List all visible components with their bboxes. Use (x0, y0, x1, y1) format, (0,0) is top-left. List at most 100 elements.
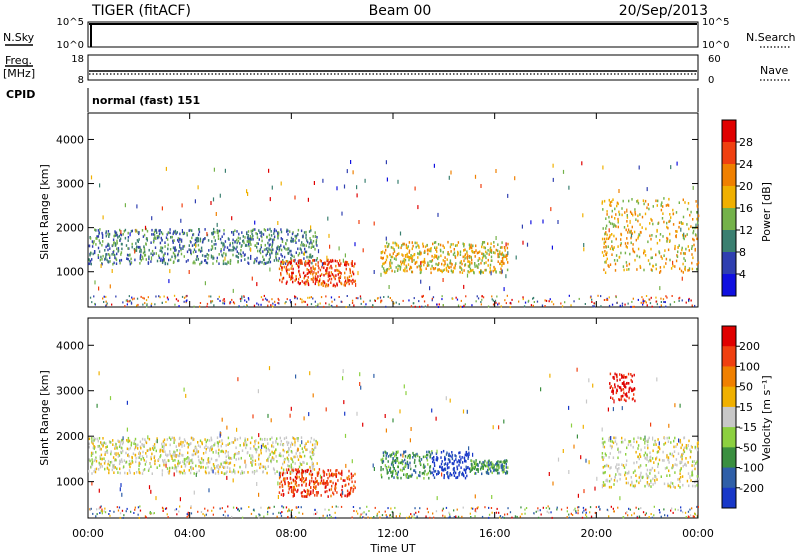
echo-cell (162, 510, 164, 512)
echo-cell (123, 230, 125, 233)
echo-cell (94, 470, 97, 474)
echo-cell (301, 471, 304, 475)
echo-cell (205, 513, 207, 516)
echo-cell (632, 247, 634, 251)
echo-cell (507, 251, 509, 256)
echo-cell (604, 452, 607, 456)
echo-cell (420, 463, 422, 467)
echo-cell (424, 245, 427, 249)
echo-cell (654, 479, 656, 482)
echo-cell (136, 304, 138, 307)
echo-cell (165, 166, 167, 171)
echo-cell (222, 450, 224, 454)
echo-cell (234, 437, 236, 440)
echo-cell (205, 444, 207, 447)
echo-cell (662, 205, 664, 208)
echo-cell (479, 467, 482, 471)
echo-cell (264, 465, 266, 469)
echo-cell (269, 256, 271, 259)
echo-cell (121, 247, 123, 251)
echo-cell (626, 472, 628, 475)
echo-cell (614, 372, 616, 376)
echo-cell (420, 251, 422, 255)
echo-cell (226, 425, 228, 430)
echo-cell (469, 245, 471, 249)
echo-cell (303, 244, 305, 247)
echo-cell (675, 211, 678, 214)
echo-cell (482, 241, 484, 244)
echo-cell (688, 268, 690, 272)
echo-cell (471, 258, 473, 262)
echo-cell (218, 448, 220, 452)
echo-cell (250, 243, 252, 246)
echo-cell (489, 246, 492, 250)
echo-cell (93, 439, 95, 442)
echo-cell (258, 516, 260, 519)
echo-cell (409, 256, 412, 260)
echo-cell (408, 476, 410, 479)
echo-cell (316, 441, 319, 444)
echo-cell (103, 295, 105, 298)
echo-cell (394, 270, 396, 273)
echo-cell (657, 445, 660, 449)
echo-cell (280, 493, 283, 496)
echo-cell (296, 297, 298, 300)
echo-cell (111, 468, 113, 472)
echo-cell (246, 300, 248, 303)
echo-cell (145, 460, 147, 463)
echo-cell (114, 234, 116, 237)
echo-cell (167, 252, 169, 256)
echo-cell (97, 229, 100, 232)
echo-cell (663, 265, 665, 269)
echo-cell (236, 238, 238, 242)
echo-cell (239, 237, 241, 240)
echo-cell (320, 296, 323, 299)
echo-cell (283, 460, 286, 464)
echo-cell (419, 474, 421, 478)
echo-cell (578, 297, 580, 300)
echo-cell (689, 475, 691, 479)
echo-cell (692, 218, 694, 221)
echo-cell (604, 232, 606, 236)
echo-cell (272, 240, 274, 244)
echo-cell (138, 450, 141, 455)
echo-cell (232, 241, 234, 245)
echo-cell (257, 441, 260, 445)
echo-cell (385, 258, 388, 262)
echo-cell (423, 463, 425, 467)
echo-cell (646, 481, 649, 484)
echo-cell (116, 506, 118, 509)
echo-cell (667, 248, 670, 252)
echo-cell (481, 256, 484, 260)
echo-cell (674, 265, 676, 268)
echo-cell (656, 478, 658, 481)
echo-cell (316, 462, 318, 465)
echo-cell (666, 514, 669, 517)
echo-cell (611, 215, 613, 219)
echo-cell (145, 299, 148, 302)
echo-cell (467, 260, 469, 263)
echo-cell (168, 436, 171, 440)
nave-tick-bottom: 0 (708, 75, 714, 86)
echo-cell (155, 295, 157, 298)
echo-cell (682, 271, 684, 274)
echo-cell (316, 479, 318, 483)
echo-cell (261, 232, 263, 235)
echo-cell (327, 279, 329, 283)
echo-cell (384, 450, 386, 454)
echo-cell (601, 437, 604, 441)
echo-cell (286, 440, 288, 444)
echo-cell (495, 270, 497, 273)
echo-cell (244, 459, 246, 464)
echo-cell (291, 509, 293, 511)
echo-cell (536, 300, 539, 303)
echo-cell (229, 302, 231, 305)
echo-cell (498, 255, 500, 259)
echo-cell (473, 271, 475, 274)
echo-cell (624, 383, 626, 386)
echo-cell (442, 269, 444, 272)
echo-cell (105, 295, 107, 298)
echo-cell (152, 448, 155, 451)
echo-cell (576, 367, 578, 372)
echo-cell (631, 514, 633, 517)
